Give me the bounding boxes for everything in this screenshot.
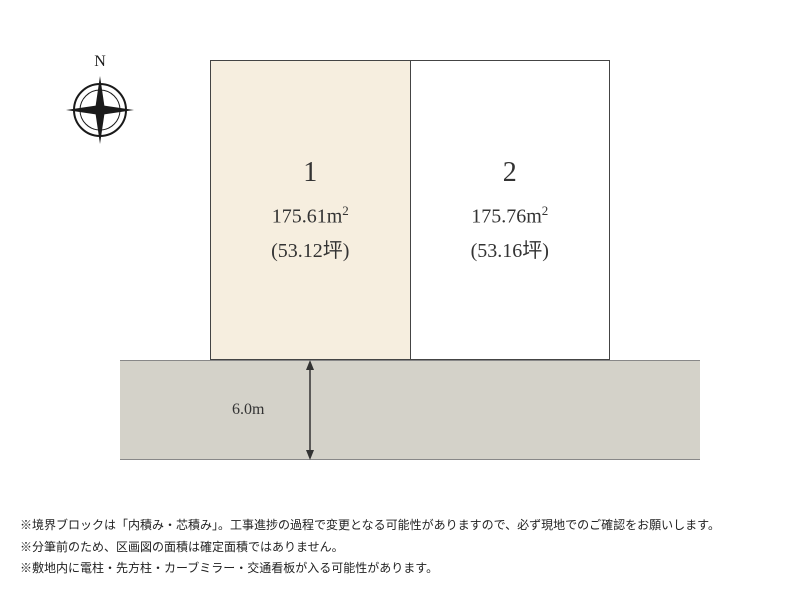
compass-n-label: N — [94, 53, 106, 70]
lot-2-number: 2 — [503, 157, 517, 189]
road-width-dimension: 6.0m — [280, 360, 340, 460]
lot-plan: 1 175.61m2 (53.12坪) 2 175.76m2 (53.16坪) — [210, 60, 610, 360]
lot-2-area-tsubo: (53.16坪) — [471, 234, 549, 263]
footnote-2: ※分筆前のため、区画図の面積は確定面積ではありません。 — [20, 538, 780, 557]
lot-2: 2 175.76m2 (53.16坪) — [411, 61, 610, 359]
footnote-3: ※敷地内に電柱・先方柱・カーブミラー・交通看板が入る可能性があります。 — [20, 559, 780, 578]
lot-1: 1 175.61m2 (53.12坪) — [211, 61, 411, 359]
lot-1-number: 1 — [303, 157, 317, 189]
lot-1-area-tsubo: (53.12坪) — [271, 234, 349, 263]
footnote-1: ※境界ブロックは「内積み・芯積み」。工事進捗の過程で変更となる可能性がありますの… — [20, 516, 780, 535]
lot-2-area-m2: 175.76m2 — [471, 203, 548, 229]
compass-rose: N — [60, 50, 140, 150]
road-width-label: 6.0m — [232, 401, 264, 419]
road-strip — [120, 360, 700, 460]
footnotes: ※境界ブロックは「内積み・芯積み」。工事進捗の過程で変更となる可能性がありますの… — [20, 516, 780, 580]
lot-1-area-m2: 175.61m2 — [272, 203, 349, 229]
road-width-arrow-icon — [300, 360, 320, 460]
